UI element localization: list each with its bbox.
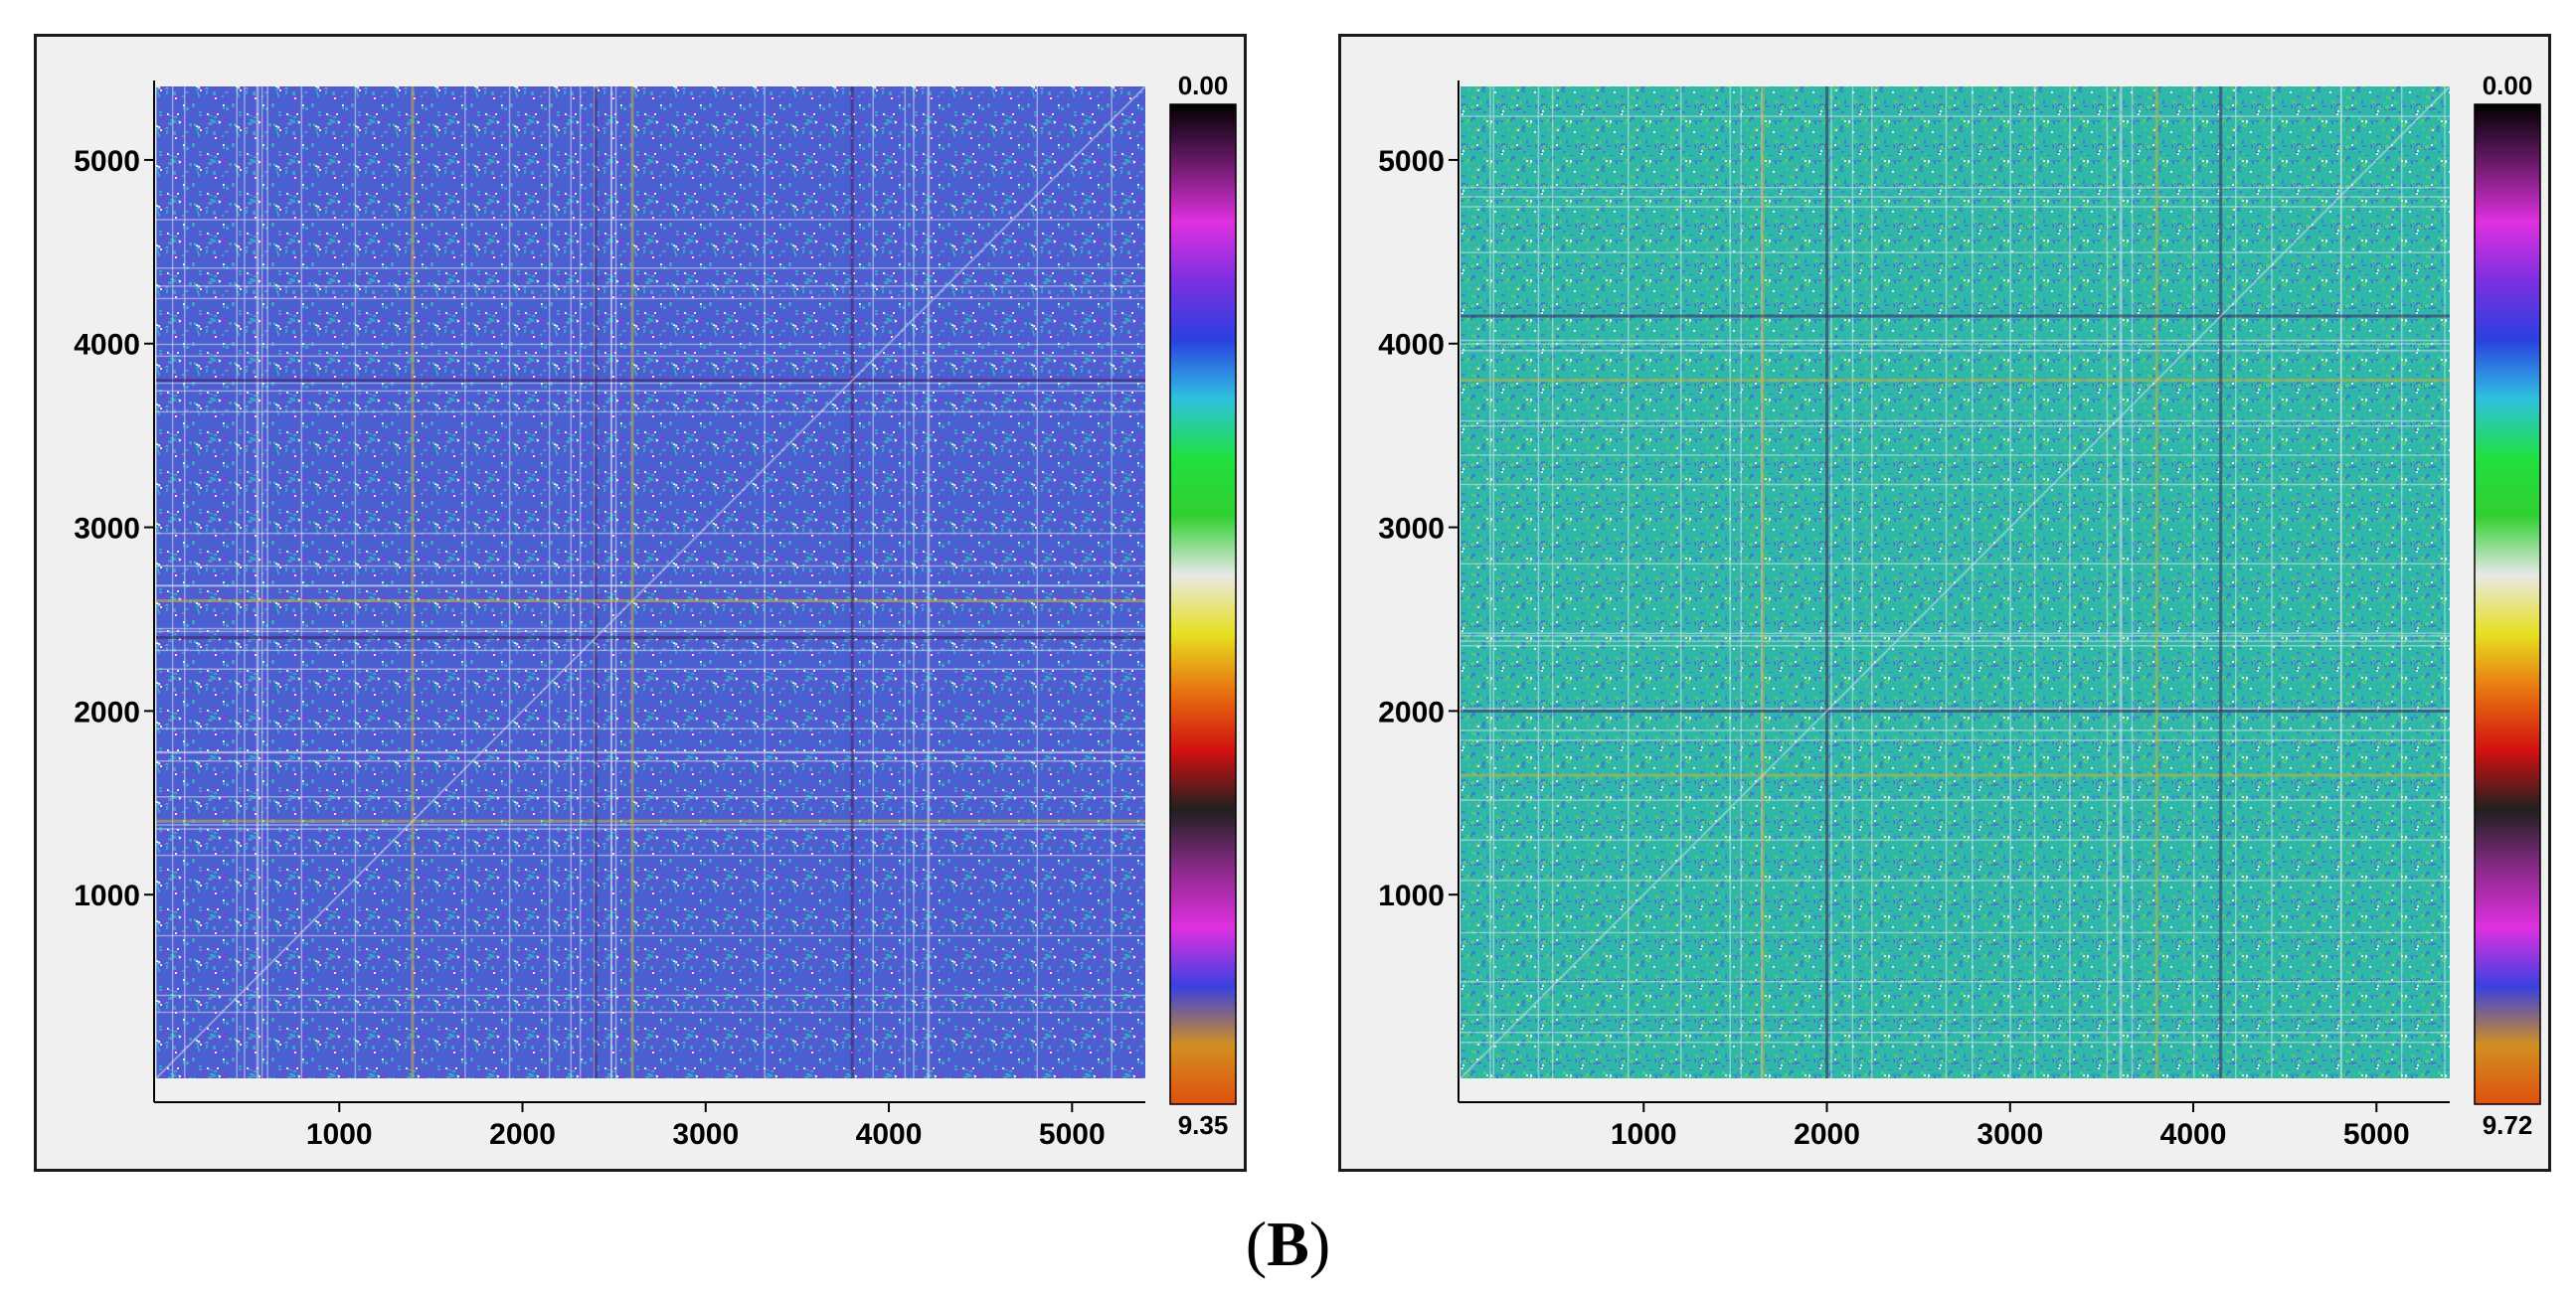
figure-caption: (B) xyxy=(1245,1209,1331,1279)
x-tick-label: 5000 xyxy=(2343,1118,2410,1151)
colorbar-min-label: 0.00 xyxy=(2483,71,2533,100)
x-tick-label: 4000 xyxy=(2160,1118,2227,1151)
heatmap-panel-left: 1000 2000 3000 4000 5000 1000 2000 3000 4000 5000… xyxy=(34,34,1247,1172)
y-tick-label: 1000 xyxy=(74,880,140,912)
y-tick-label: 4000 xyxy=(74,329,140,362)
colorbar-max-label: 9.35 xyxy=(1178,1110,1229,1140)
heatmap-diagonal xyxy=(155,85,1146,1079)
y-tick-label: 5000 xyxy=(74,145,140,178)
x-tick-label: 2000 xyxy=(1794,1118,1860,1151)
x-tick-label: 4000 xyxy=(856,1118,923,1151)
colorbar-max-label: 9.72 xyxy=(2483,1110,2533,1140)
colorbar-right xyxy=(2474,103,2541,1105)
y-tick-label: 2000 xyxy=(74,696,140,729)
y-tick-label: 1000 xyxy=(1378,880,1445,912)
x-tick-label: 3000 xyxy=(1976,1118,2043,1151)
y-tick-label: 2000 xyxy=(1378,696,1445,729)
colorbar-left xyxy=(1169,103,1237,1105)
heatmap-chart-right: 1000 2000 3000 4000 5000 1000 2000 3000 4000 5000… xyxy=(1378,71,2541,1151)
colorbar-min-label: 0.00 xyxy=(1178,71,1229,100)
y-tick-label: 4000 xyxy=(1378,329,1445,362)
heatmap-chart-left: 1000 2000 3000 4000 5000 1000 2000 3000 4000 5000… xyxy=(74,71,1237,1151)
x-tick-label: 3000 xyxy=(672,1118,739,1151)
y-tick-label: 3000 xyxy=(1378,513,1445,546)
x-tick-label: 1000 xyxy=(1611,1118,1677,1151)
y-tick-label: 3000 xyxy=(74,513,140,546)
x-tick-label: 1000 xyxy=(306,1118,373,1151)
heatmap-diagonal xyxy=(1460,85,2451,1079)
figure-caption-letter: B xyxy=(1267,1209,1309,1279)
heatmap-panel-right: 1000 2000 3000 4000 5000 1000 2000 3000 4000 5000… xyxy=(1338,34,2551,1172)
x-tick-label: 2000 xyxy=(489,1118,556,1151)
x-tick-label: 5000 xyxy=(1039,1118,1106,1151)
y-tick-label: 5000 xyxy=(1378,145,1445,178)
